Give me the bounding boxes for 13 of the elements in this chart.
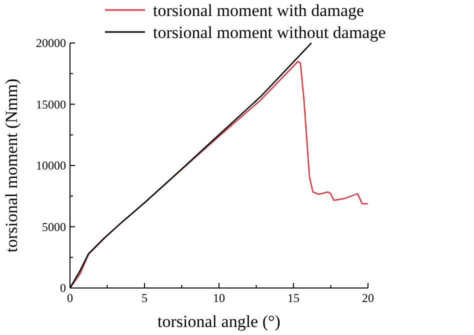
y-tick-label: 10000 [36,158,66,172]
y-tick-label: 15000 [36,97,66,112]
x-axis-title: torsional angle (°) [158,312,280,331]
legend-label: torsional moment without damage [153,23,386,42]
y-axis-title: torsional moment (Nmm) [2,78,21,252]
y-tick-label: 5000 [42,220,66,234]
x-tick-label: 15 [288,291,300,305]
x-tick-label: 20 [362,291,374,305]
x-tick-label: 10 [213,291,225,305]
x-tick-label: 5 [142,291,148,305]
y-tick-label: 20000 [36,36,66,50]
y-tick-label: 0 [60,281,66,295]
legend-label: torsional moment with damage [153,1,364,20]
